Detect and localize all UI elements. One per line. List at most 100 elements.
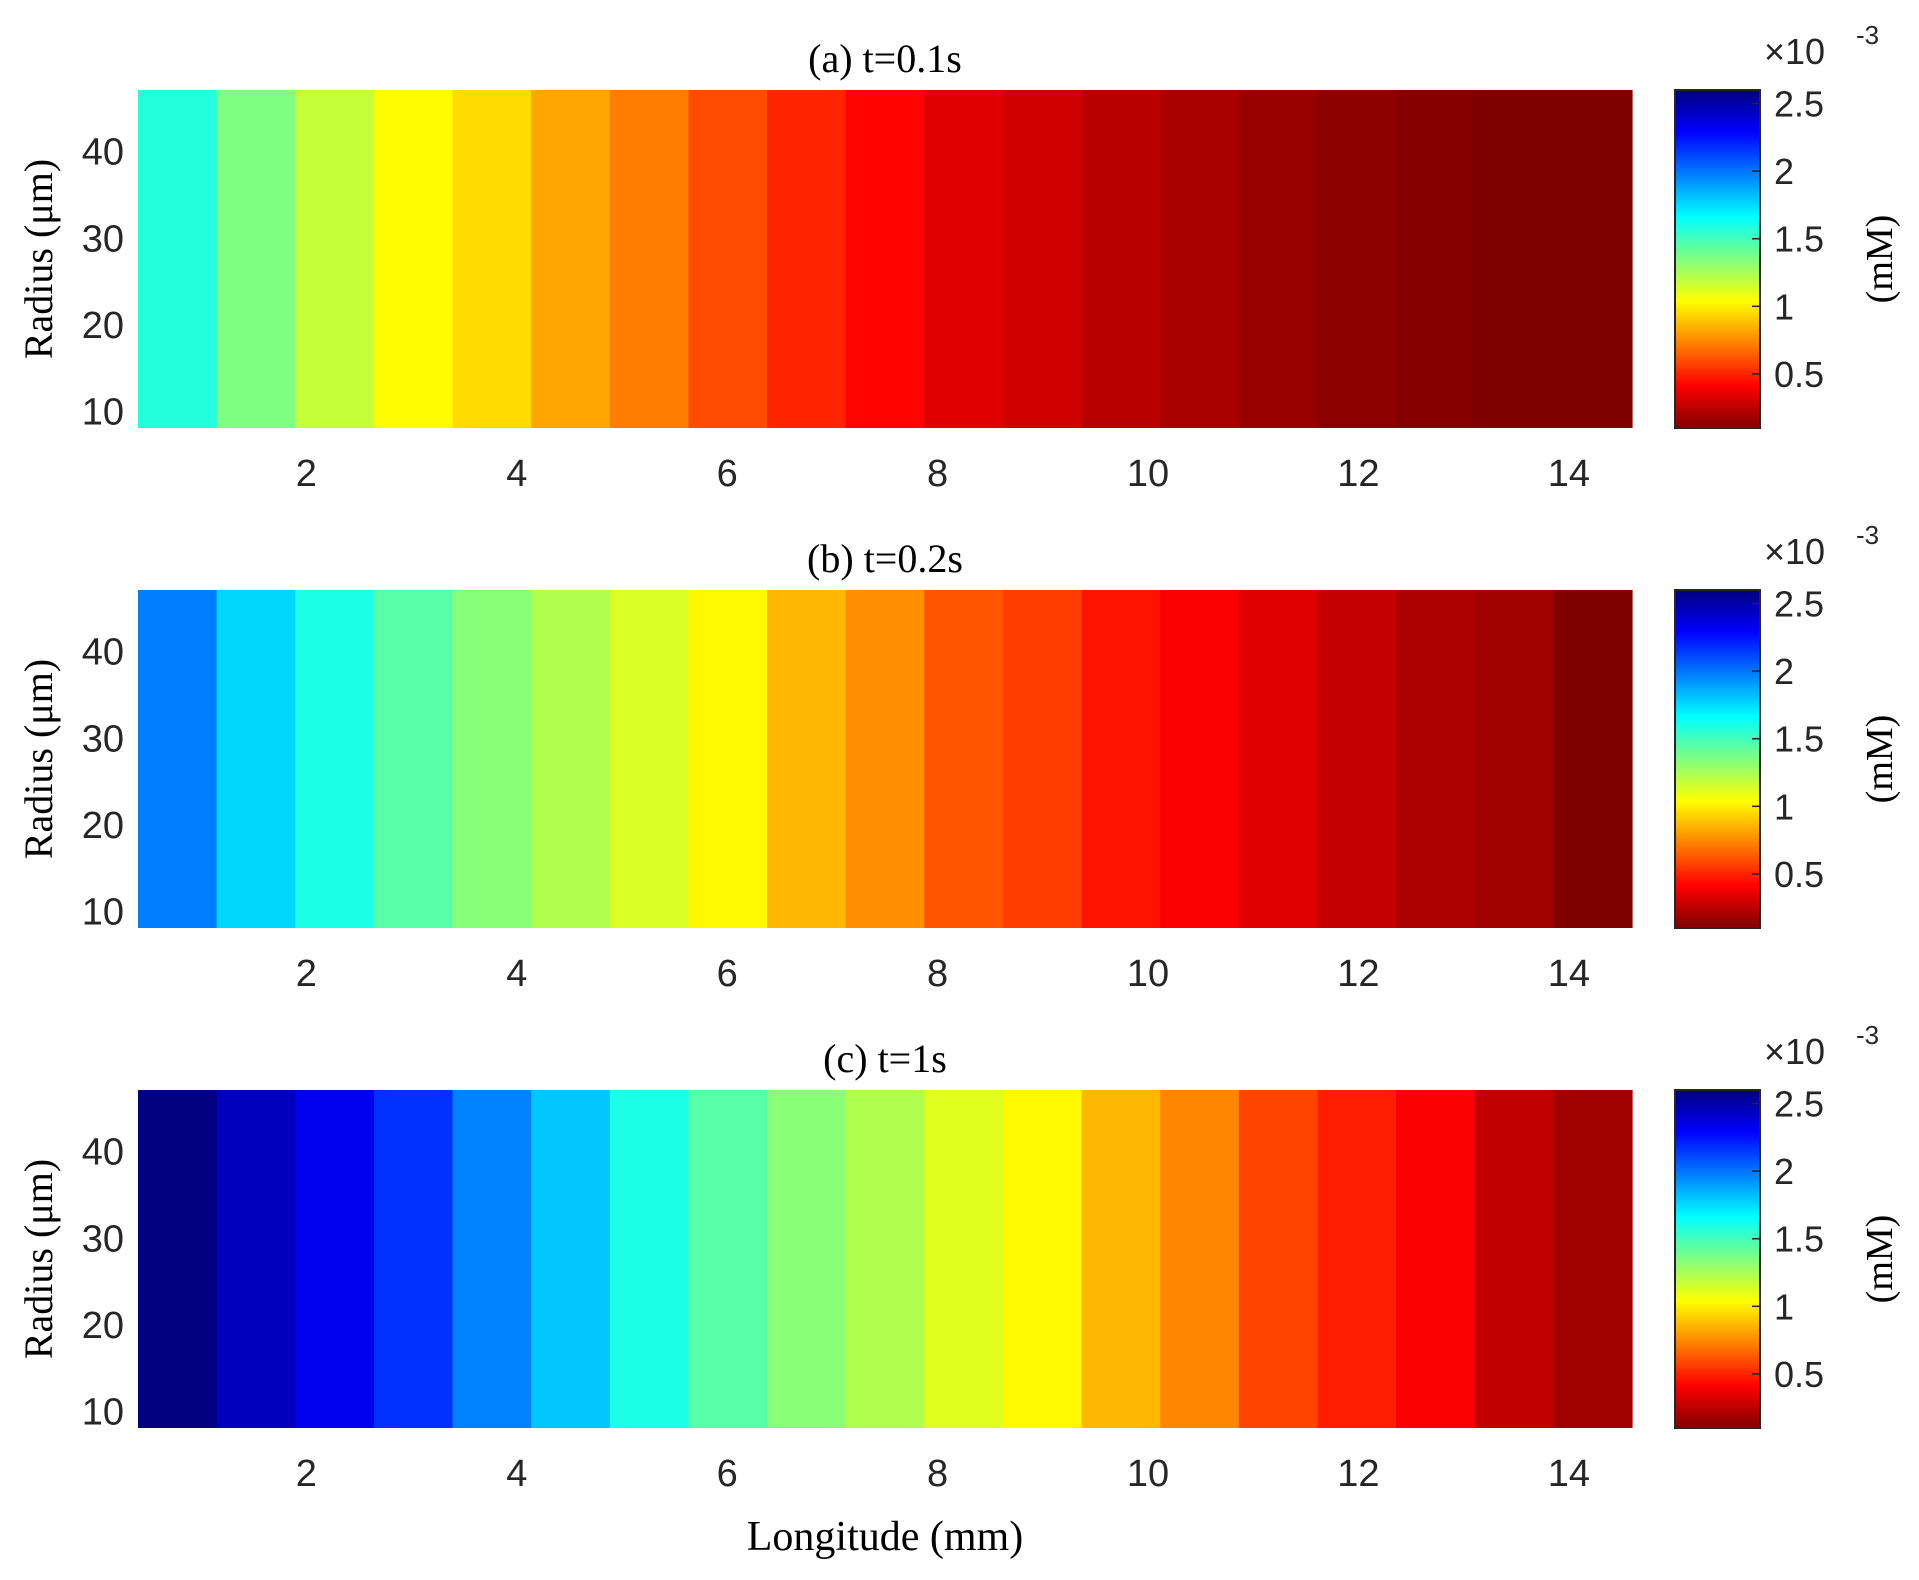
y-tick-label: 40: [82, 632, 124, 674]
x-tick-label: 8: [927, 953, 948, 995]
heatmap-cell: [1002, 90, 1083, 428]
heatmap-cell: [609, 590, 690, 928]
heatmap-cell: [688, 1090, 768, 1428]
colorbar: [1674, 1089, 1761, 1429]
colorbar-tick-label: 2: [1774, 1151, 1794, 1192]
colorbar-tick-label: 2.5: [1774, 584, 1824, 625]
heatmap-cell: [1160, 590, 1240, 928]
x-tick-label: 4: [506, 1453, 527, 1495]
heatmap-cell: [845, 590, 925, 928]
heatmap-cell: [138, 1090, 218, 1428]
colorbar-label: (mM): [1859, 715, 1901, 804]
heatmap-cell: [216, 1090, 296, 1428]
heatmap-cell: [216, 590, 296, 928]
colorbar-exponent: ×10: [1764, 31, 1825, 72]
heatmap-cell: [295, 90, 375, 428]
panel-title: (c) t=1s: [823, 1036, 947, 1081]
heatmap-cell: [531, 590, 611, 928]
y-tick-label: 10: [82, 392, 124, 434]
heatmap-cell: [1317, 590, 1397, 928]
y-axis-label: Radius (μm): [16, 1159, 61, 1359]
colorbar-tick-label: 1.5: [1774, 719, 1824, 760]
heatmap-cell: [767, 90, 847, 428]
heatmap-cell: [688, 590, 768, 928]
x-tick-label: 10: [1127, 453, 1169, 495]
colorbar-tick-label: 1.5: [1774, 1219, 1824, 1260]
heatmap-cell: [1317, 90, 1397, 428]
x-tick-label: 6: [717, 1453, 738, 1495]
colorbar-exponent: ×10: [1764, 531, 1825, 572]
heatmap-cell: [609, 90, 690, 428]
y-tick-label: 30: [82, 1218, 124, 1260]
colorbar-tick-label: 2.5: [1774, 1084, 1824, 1125]
y-tick-label: 20: [82, 1305, 124, 1347]
heatmap-cell: [1002, 590, 1083, 928]
heatmap-cell: [452, 590, 532, 928]
x-tick-label: 12: [1337, 1453, 1379, 1495]
heatmap-cell: [1238, 90, 1319, 428]
heatmap-cell: [1474, 590, 1554, 928]
x-tick-label: 8: [927, 1453, 948, 1495]
colorbar-tick-label: 1: [1774, 286, 1794, 327]
x-tick-label: 6: [717, 953, 738, 995]
heatmap-cell: [1002, 1090, 1083, 1428]
y-tick-label: 10: [82, 892, 124, 934]
colorbar-tick-label: 0.5: [1774, 854, 1824, 895]
x-tick-label: 2: [296, 453, 317, 495]
heatmap-cell: [1160, 90, 1240, 428]
y-tick-label: 20: [82, 805, 124, 847]
heatmap-cell: [1081, 1090, 1161, 1428]
x-tick-label: 14: [1548, 453, 1590, 495]
y-tick-label: 30: [82, 218, 124, 260]
heatmap-cell: [1553, 1090, 1633, 1428]
heatmap-cell: [452, 90, 532, 428]
heatmap-cell: [845, 1090, 925, 1428]
heatmap-cell: [1396, 90, 1476, 428]
y-tick-label: 10: [82, 1392, 124, 1434]
heatmap-cell: [767, 1090, 847, 1428]
y-tick-label: 30: [82, 718, 124, 760]
colorbar-tick-label: 2.5: [1774, 84, 1824, 125]
y-tick-label: 40: [82, 132, 124, 174]
heatmap-cell: [373, 590, 454, 928]
colorbar-tick-label: 2: [1774, 651, 1794, 692]
heatmap-cell: [1238, 1090, 1319, 1428]
panel-title: (a) t=0.1s: [808, 36, 962, 81]
heatmap-cell: [924, 590, 1004, 928]
y-tick-label: 20: [82, 305, 124, 347]
x-tick-label: 2: [296, 1453, 317, 1495]
heatmap-cell: [1474, 90, 1554, 428]
x-tick-label: 14: [1548, 1453, 1590, 1495]
heatmap-cell: [1081, 590, 1161, 928]
x-tick-label: 14: [1548, 953, 1590, 995]
heatmap-cell: [1317, 1090, 1397, 1428]
colorbar-exponent: ×10: [1764, 1031, 1825, 1072]
heatmap-cell: [373, 90, 454, 428]
colorbar-tick-label: 2: [1774, 151, 1794, 192]
colorbar: [1674, 89, 1761, 429]
heatmap-cell: [1238, 590, 1319, 928]
x-tick-label: 6: [717, 453, 738, 495]
colorbar-tick-label: 0.5: [1774, 354, 1824, 395]
heatmap-cell: [845, 90, 925, 428]
y-tick-label: 40: [82, 1132, 124, 1174]
colorbar-tick-label: 0.5: [1774, 1354, 1824, 1395]
y-axis-label: Radius (μm): [16, 159, 61, 359]
colorbar-exponent-power: -3: [1856, 20, 1879, 50]
heatmap-cell: [1160, 1090, 1240, 1428]
x-tick-label: 4: [506, 953, 527, 995]
heatmap-cell: [373, 1090, 454, 1428]
heatmap-cell: [138, 590, 218, 928]
x-tick-label: 10: [1127, 1453, 1169, 1495]
colorbar-label: (mM): [1859, 1215, 1901, 1304]
colorbar-tick-label: 1.5: [1774, 219, 1824, 260]
heatmap-cell: [1474, 1090, 1554, 1428]
heatmap-cell: [452, 1090, 532, 1428]
heatmap-cell: [1396, 590, 1476, 928]
colorbar-tick-label: 1: [1774, 1286, 1794, 1327]
